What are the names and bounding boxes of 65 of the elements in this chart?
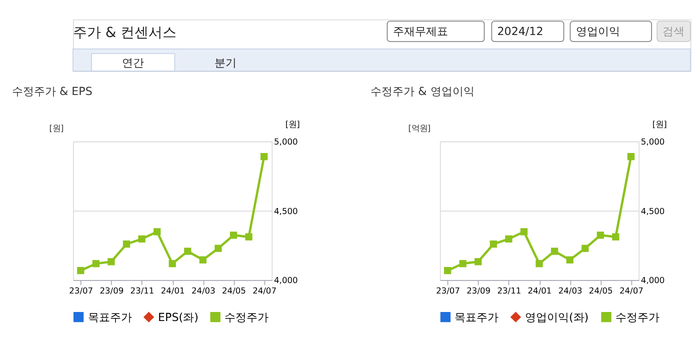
x-tick-label: 23/11 [130,285,154,296]
legend-label: 수정주가 [616,310,660,324]
point [230,232,238,239]
point [566,256,574,264]
y2-tick-label: 4,000 [640,275,665,286]
text: 분기 [214,56,237,70]
point [505,235,512,243]
legend-label: 수정주가 [224,310,269,324]
y2-tick-label: 4,000 [274,275,298,286]
point [138,235,146,243]
point [459,260,466,268]
chart-title: 수정주가 & 영업이익 [370,85,474,98]
x-tick-label: 23/11 [497,285,522,296]
point [122,240,130,248]
x-tick-label: 24/05 [588,285,613,296]
point [154,228,161,236]
x-tick-label: 24/07 [252,285,276,296]
point [260,153,268,160]
point [536,260,543,268]
legend-label: 목표주가 [454,310,499,324]
point [474,258,482,266]
chart-title: 수정주가 & EPS [12,85,92,98]
text: 주재무제표 [392,25,448,38]
text: 주가 & 컨센서스 [73,24,177,41]
point [108,258,115,266]
point [245,233,252,240]
point [596,232,604,239]
y2-tick-label: 5,000 [274,136,298,147]
x-tick-label: 23/07 [436,285,460,296]
point [168,260,176,268]
y-axis-title: [원] [49,123,64,134]
point [214,244,222,252]
point [627,153,635,160]
point [444,266,452,274]
text: 연간 [122,56,144,70]
point [77,266,84,274]
text: 영업이익 [576,25,620,38]
point [490,240,497,248]
y2-axis-title: [원] [652,119,667,130]
legend-label: 목표주가 [88,310,132,324]
x-tick-label: 23/09 [100,285,124,296]
point [612,233,620,240]
legend-label: 영업이익(좌) [524,310,589,324]
x-tick-label: 24/01 [528,285,552,296]
text: 2024/12 [497,25,544,38]
legend-label: EPS(좌) [158,310,198,324]
x-tick-label: 24/03 [191,285,216,296]
point [184,248,192,255]
y-axis-title: [억원] [408,123,431,134]
point [582,244,589,252]
y2-tick-label: 5,000 [640,136,665,147]
x-tick-label: 24/01 [160,285,185,296]
x-tick-label: 23/09 [466,285,491,296]
x-tick-label: 24/07 [619,285,644,296]
point [520,228,528,236]
x-tick-label: 24/03 [558,285,582,296]
y2-tick-label: 4,500 [274,206,298,216]
y2-tick-label: 4,500 [640,206,665,216]
point [92,260,100,268]
point [550,248,558,255]
x-tick-label: 24/05 [222,285,246,296]
x-tick-label: 23/07 [69,285,94,296]
text: 검색 [662,25,685,38]
point [199,256,207,264]
y2-axis-title: [원] [285,119,300,130]
